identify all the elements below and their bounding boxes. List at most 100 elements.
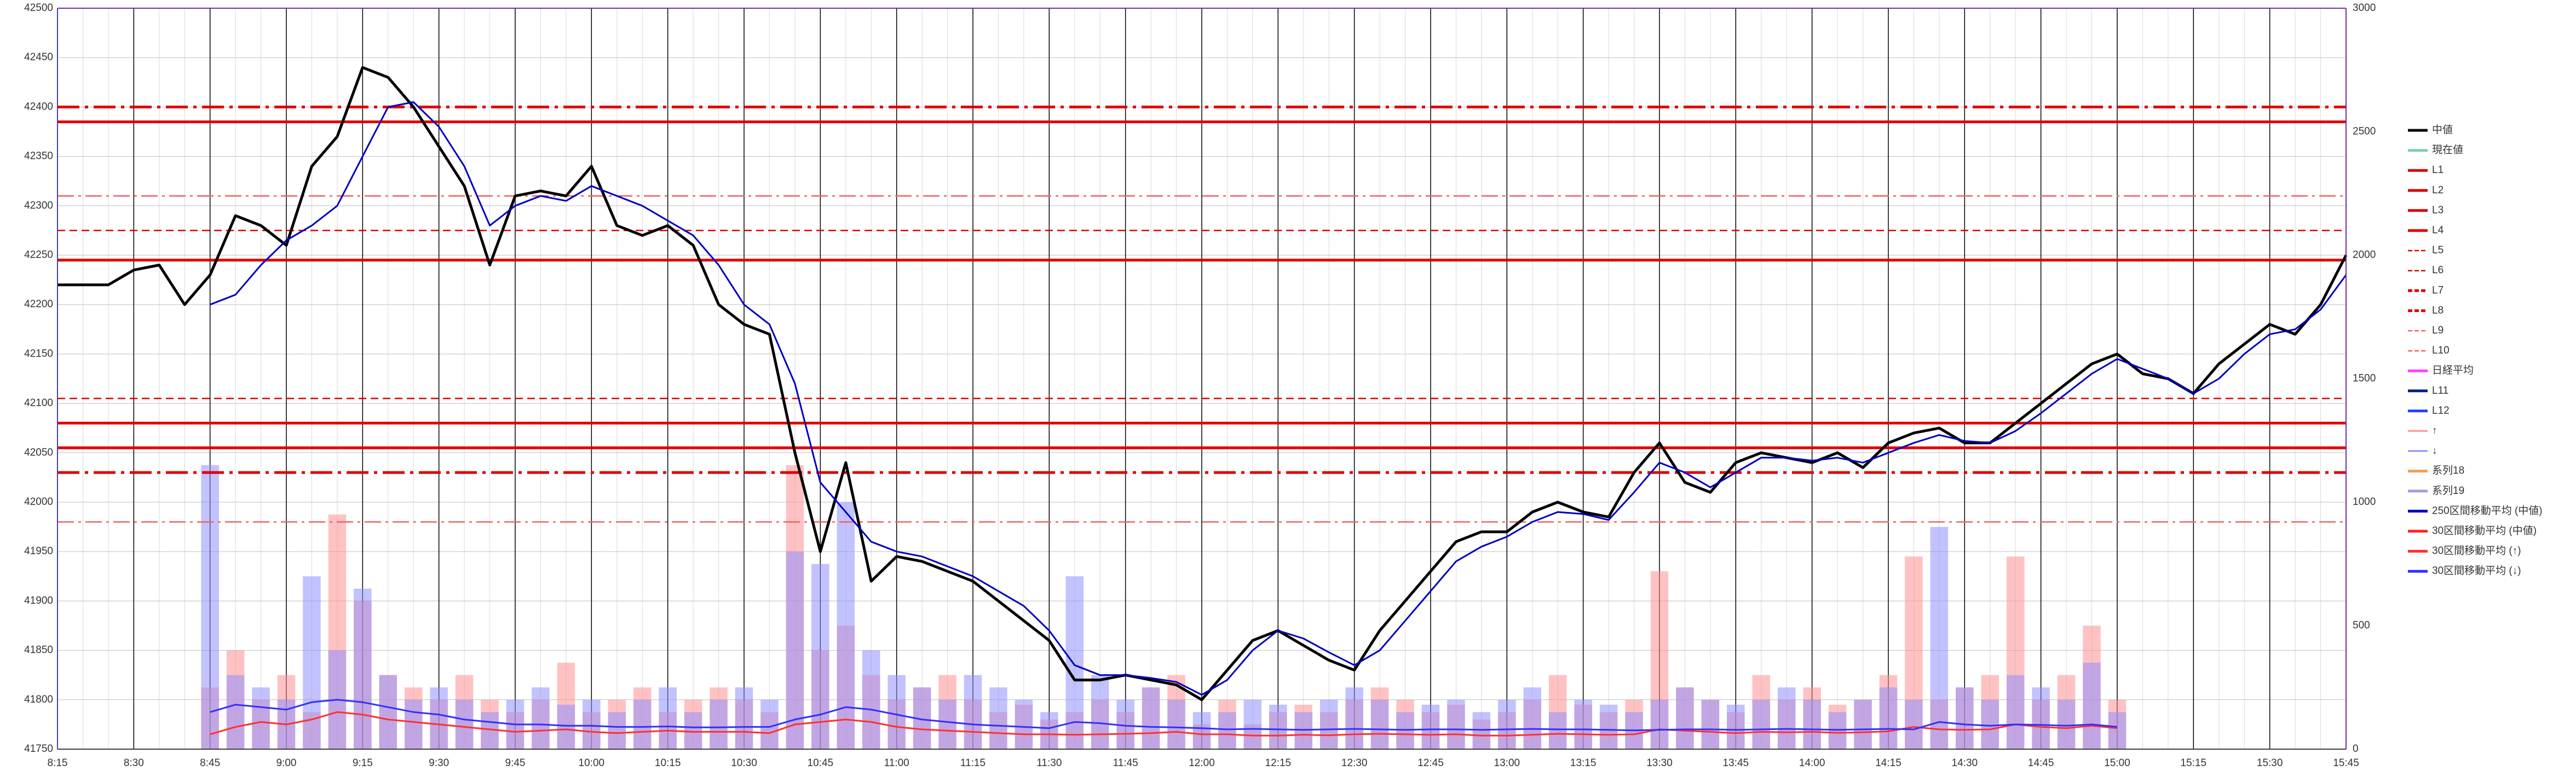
x-tick-label: 14:15 <box>1875 757 1901 769</box>
volume-bar <box>2057 699 2076 749</box>
x-tick-label: 12:15 <box>1265 757 1292 769</box>
volume-bar <box>1040 712 1058 749</box>
legend-label: ↑ <box>2432 425 2437 436</box>
volume-bar <box>1142 687 1160 749</box>
x-tick-label: 14:00 <box>1799 757 1825 769</box>
x-tick-label: 10:45 <box>808 757 834 769</box>
legend-label: L9 <box>2432 325 2444 336</box>
x-tick-label: 8:30 <box>124 757 144 769</box>
legend-label: 系列19 <box>2432 485 2464 497</box>
volume-bar <box>1345 687 1363 749</box>
x-tick-label: 15:15 <box>2181 757 2207 769</box>
volume-bar <box>532 687 550 749</box>
volume-bar <box>608 712 626 749</box>
x-tick-label: 13:30 <box>1646 757 1673 769</box>
x-tick-label: 14:45 <box>2028 757 2054 769</box>
x-tick-label: 10:30 <box>731 757 757 769</box>
y2-tick-label: 1000 <box>2353 496 2376 508</box>
legend-label: L2 <box>2432 185 2444 196</box>
y-tick-label: 41850 <box>24 645 53 656</box>
legend-label: L10 <box>2432 345 2450 357</box>
volume-bar <box>379 675 397 749</box>
legend-label: 現在値 <box>2432 144 2463 156</box>
y2-tick-label: 1500 <box>2353 373 2376 384</box>
x-tick-label: 9:15 <box>353 757 373 769</box>
volume-bar <box>1727 704 1745 749</box>
legend-label: 30区間移動平均 (↓) <box>2432 565 2521 577</box>
volume-bar <box>201 465 219 749</box>
volume-bar <box>252 687 270 749</box>
volume-bar <box>786 551 804 749</box>
volume-bar <box>1701 699 1720 749</box>
volume-bar <box>2032 687 2050 749</box>
x-tick-label: 15:00 <box>2104 757 2130 769</box>
volume-bar <box>557 704 575 749</box>
y2-tick-label: 2000 <box>2353 249 2376 261</box>
x-tick-label: 14:30 <box>1952 757 1978 769</box>
volume-bar <box>633 699 652 749</box>
volume-bar <box>964 675 982 749</box>
x-tick-label: 15:45 <box>2333 757 2359 769</box>
y-tick-label: 42350 <box>24 151 53 162</box>
y2-tick-label: 3000 <box>2353 2 2376 14</box>
volume-bar <box>1015 699 1033 749</box>
volume-bar <box>1777 687 1796 749</box>
price-line <box>57 66 2348 702</box>
y2-tick-label: 0 <box>2353 743 2359 755</box>
volume-bar <box>2006 675 2025 749</box>
volume-bar <box>2083 663 2101 749</box>
volume-bar <box>710 699 728 749</box>
volume-bar <box>1498 699 1516 749</box>
volume-bar <box>1167 699 1185 749</box>
volume-bar <box>862 650 880 749</box>
x-tick-label: 8:15 <box>48 757 68 769</box>
volume-bar <box>659 687 677 749</box>
legend-label: L5 <box>2432 245 2444 256</box>
volume-bar <box>1752 699 1771 749</box>
legend-label: ↓ <box>2432 445 2437 457</box>
volume-bar <box>1421 704 1440 749</box>
volume-bar <box>735 687 753 749</box>
legend-label: 中値 <box>2432 124 2453 136</box>
volume-bar <box>1930 527 1949 749</box>
volume-bar <box>989 687 1007 749</box>
x-tick-label: 11:45 <box>1113 757 1138 769</box>
x-tick-label: 11:00 <box>884 757 909 769</box>
volume-bar <box>1218 712 1236 749</box>
legend-label: 日経平均 <box>2432 364 2474 376</box>
volume-bar <box>455 699 474 749</box>
y-tick-label: 41950 <box>24 545 53 557</box>
volume-bar <box>1981 699 1999 749</box>
volume-bar <box>1269 704 1287 749</box>
volume-bar <box>1192 712 1211 749</box>
y-tick-label: 42400 <box>24 101 53 112</box>
x-tick-label: 9:00 <box>276 757 297 769</box>
series-line <box>210 101 2347 696</box>
volume-bar <box>684 712 702 749</box>
volume-bar <box>226 675 245 749</box>
x-tick-label: 12:00 <box>1189 757 1215 769</box>
x-tick-label: 12:30 <box>1341 757 1368 769</box>
volume-bar <box>1523 687 1542 749</box>
volume-bar <box>1370 699 1389 749</box>
y-tick-label: 42500 <box>24 2 53 14</box>
volume-bar <box>1599 704 1618 749</box>
x-tick-label: 9:30 <box>429 757 449 769</box>
y-tick-label: 42100 <box>24 398 53 409</box>
volume-bar <box>1548 712 1567 749</box>
legend-label: L3 <box>2432 204 2444 216</box>
volume-bar <box>1956 687 1974 749</box>
y2-tick-label: 2500 <box>2353 126 2376 137</box>
legend-label: L8 <box>2432 304 2444 316</box>
x-tick-label: 10:00 <box>579 757 605 769</box>
x-tick-label: 13:15 <box>1570 757 1597 769</box>
volume-bar <box>938 699 956 749</box>
y-tick-label: 42300 <box>24 200 53 211</box>
volume-bar <box>1065 576 1084 749</box>
volume-bar <box>1803 699 1821 749</box>
y-tick-label: 42250 <box>24 249 53 261</box>
volume-bar <box>404 699 423 749</box>
series-line <box>210 711 2118 737</box>
series-line <box>210 699 2118 732</box>
volume-bar <box>811 564 829 749</box>
